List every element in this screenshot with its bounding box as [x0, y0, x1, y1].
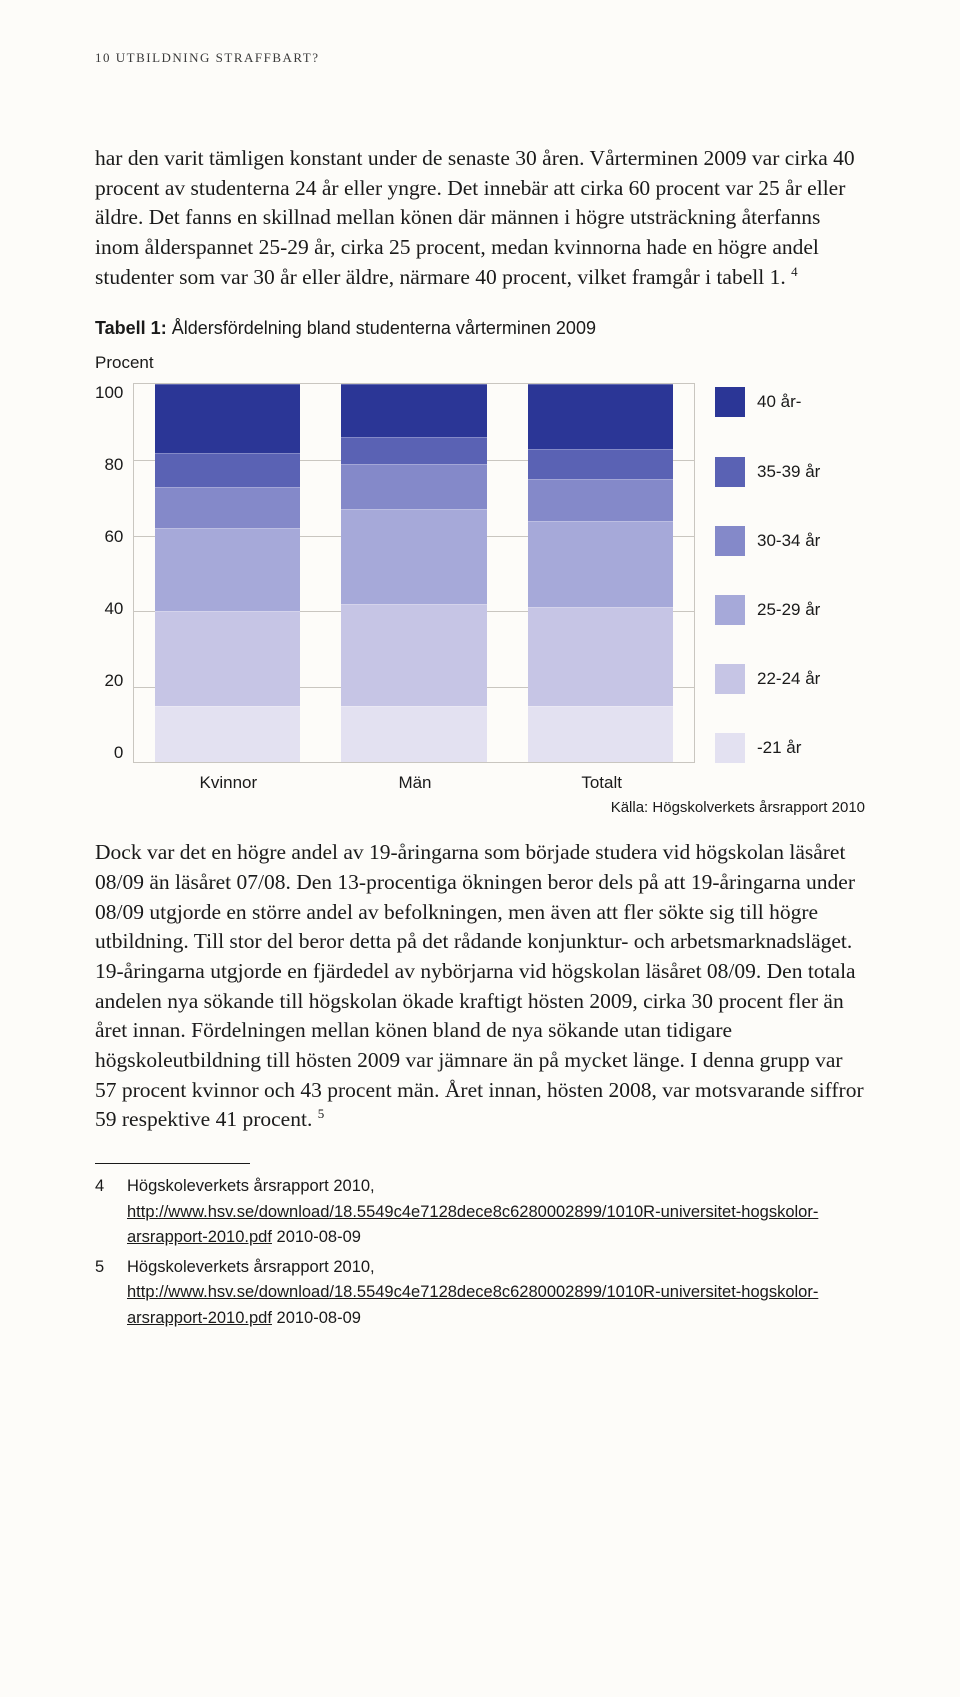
- y-tick: 80: [104, 455, 123, 475]
- y-tick: 40: [104, 599, 123, 619]
- footnote-4: 4 Högskoleverkets årsrapport 2010, http:…: [95, 1174, 865, 1251]
- seg-22-24: [155, 611, 301, 706]
- seg-40: [528, 384, 674, 448]
- bar-man: [341, 384, 487, 762]
- plot-area: [133, 383, 695, 763]
- footnote-ref-4: 4: [791, 264, 798, 279]
- footnote-num: 5: [95, 1255, 109, 1332]
- para1-text: har den varit tämligen konstant under de…: [95, 146, 855, 289]
- legend-item: 25-29 år: [715, 595, 865, 625]
- seg-30-34: [341, 464, 487, 509]
- y-tick: 100: [95, 383, 123, 403]
- seg-30-34: [155, 487, 301, 529]
- footnotes: 4 Högskoleverkets årsrapport 2010, http:…: [95, 1174, 865, 1331]
- y-tick: 20: [104, 671, 123, 691]
- footnote-ref-5: 5: [318, 1106, 325, 1121]
- para2-text: Dock var det en högre andel av 19-åringa…: [95, 840, 864, 1131]
- legend-item: 35-39 år: [715, 457, 865, 487]
- swatch-22-24: [715, 664, 745, 694]
- seg-40: [155, 384, 301, 452]
- seg-25-29: [528, 521, 674, 608]
- legend-item: -21 år: [715, 733, 865, 763]
- seg-22-24: [341, 604, 487, 706]
- y-axis-title: Procent: [95, 353, 695, 373]
- footnote-tail: 2010-08-09: [272, 1228, 361, 1246]
- running-head: 10 UTBILDNING STRAFFBART?: [95, 50, 865, 66]
- seg-30-34: [528, 479, 674, 521]
- seg-21: [528, 706, 674, 763]
- bar-kvinnor: [155, 384, 301, 762]
- y-tick: 60: [104, 527, 123, 547]
- footnote-text: Högskoleverkets årsrapport 2010,: [127, 1177, 375, 1195]
- seg-25-29: [155, 528, 301, 611]
- x-tick: Totalt: [529, 773, 675, 793]
- footnote-tail: 2010-08-09: [272, 1309, 361, 1327]
- y-tick: 0: [114, 743, 123, 763]
- seg-21: [155, 706, 301, 763]
- legend-item: 22-24 år: [715, 664, 865, 694]
- seg-35-39: [155, 453, 301, 487]
- seg-22-24: [528, 607, 674, 705]
- swatch-40: [715, 387, 745, 417]
- footnote-text: Högskoleverkets årsrapport 2010,: [127, 1258, 375, 1276]
- body-paragraph-1: har den varit tämligen konstant under de…: [95, 144, 865, 292]
- legend-item: 30-34 år: [715, 526, 865, 556]
- chart-legend: 40 år- 35-39 år 30-34 år 25-29 år 22-24 …: [715, 353, 865, 763]
- table-caption: Tabell 1: Åldersfördelning bland student…: [95, 318, 865, 339]
- swatch-21: [715, 733, 745, 763]
- table-caption-label: Tabell 1:: [95, 318, 167, 338]
- footnote-5: 5 Högskoleverkets årsrapport 2010, http:…: [95, 1255, 865, 1332]
- seg-40: [341, 384, 487, 437]
- footnote-link[interactable]: http://www.hsv.se/download/18.5549c4e712…: [127, 1203, 818, 1247]
- seg-21: [341, 706, 487, 763]
- x-tick: Kvinnor: [156, 773, 302, 793]
- body-paragraph-2: Dock var det en högre andel av 19-åringa…: [95, 838, 865, 1135]
- footnote-num: 4: [95, 1174, 109, 1251]
- footnote-rule: [95, 1163, 250, 1164]
- table-caption-text: Åldersfördelning bland studenterna vårte…: [167, 318, 596, 338]
- footnote-link[interactable]: http://www.hsv.se/download/18.5549c4e712…: [127, 1283, 818, 1327]
- seg-35-39: [341, 437, 487, 463]
- swatch-35-39: [715, 457, 745, 487]
- swatch-30-34: [715, 526, 745, 556]
- x-axis: Kvinnor Män Totalt: [135, 773, 695, 793]
- seg-35-39: [528, 449, 674, 479]
- bar-totalt: [528, 384, 674, 762]
- legend-item: 40 år-: [715, 387, 865, 417]
- x-tick: Män: [342, 773, 488, 793]
- age-distribution-chart: Procent 100 80 60 40 20 0: [95, 353, 865, 793]
- seg-25-29: [341, 509, 487, 604]
- swatch-25-29: [715, 595, 745, 625]
- chart-source: Källa: Högskolverkets årsrapport 2010: [95, 799, 865, 816]
- y-axis: 100 80 60 40 20 0: [95, 383, 133, 763]
